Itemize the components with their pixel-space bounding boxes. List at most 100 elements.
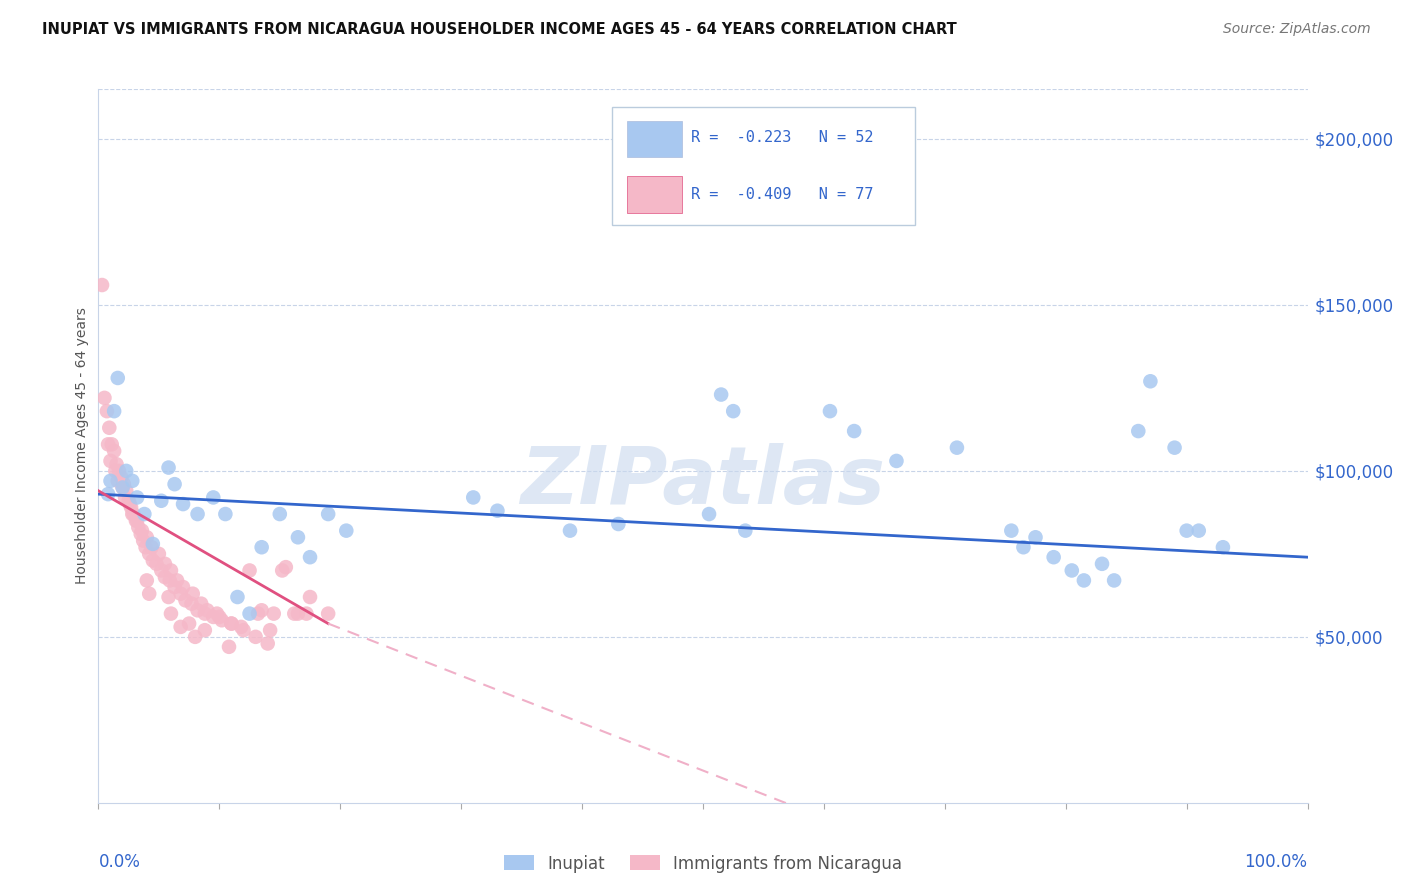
Point	[283, 607, 305, 621]
Point	[1102, 574, 1125, 588]
Text: Source: ZipAtlas.com: Source: ZipAtlas.com	[1223, 22, 1371, 37]
Point	[145, 557, 167, 571]
Point	[205, 607, 228, 621]
Point	[104, 464, 127, 478]
Point	[250, 540, 273, 554]
Point	[166, 574, 188, 588]
Point	[250, 603, 273, 617]
Point	[97, 437, 120, 451]
Point	[132, 533, 155, 548]
Point	[141, 540, 163, 554]
Point	[120, 500, 142, 515]
Point	[486, 504, 509, 518]
Point	[734, 524, 756, 538]
Point	[271, 564, 294, 578]
Point	[131, 524, 153, 538]
Point	[844, 424, 866, 438]
Point	[299, 590, 322, 604]
Point	[195, 603, 218, 617]
Point	[115, 483, 138, 498]
Point	[239, 607, 262, 621]
Point	[159, 574, 181, 588]
Point	[211, 613, 233, 627]
Point	[886, 454, 908, 468]
Point	[818, 404, 841, 418]
Point	[111, 481, 134, 495]
FancyBboxPatch shape	[627, 177, 682, 212]
Point	[287, 607, 309, 621]
Point	[138, 547, 160, 561]
Point	[194, 624, 217, 638]
Point	[187, 603, 209, 617]
Point	[169, 587, 191, 601]
Point	[108, 464, 131, 478]
Point	[299, 550, 322, 565]
Point	[269, 507, 291, 521]
Point	[115, 464, 138, 478]
Point	[221, 616, 243, 631]
Point	[148, 547, 170, 561]
Point	[100, 437, 122, 451]
Point	[172, 580, 194, 594]
Point	[1139, 374, 1161, 388]
Point	[135, 574, 157, 588]
Point	[142, 537, 165, 551]
Point	[229, 620, 252, 634]
Point	[134, 507, 156, 521]
Point	[100, 454, 122, 468]
Point	[98, 421, 121, 435]
Point	[121, 474, 143, 488]
Point	[1188, 524, 1211, 538]
Y-axis label: Householder Income Ages 45 - 64 years: Householder Income Ages 45 - 64 years	[76, 308, 90, 584]
Text: ZIPatlas: ZIPatlas	[520, 442, 886, 521]
Point	[295, 607, 318, 621]
Point	[263, 607, 285, 621]
Text: R =  -0.223   N = 52: R = -0.223 N = 52	[690, 130, 873, 145]
Point	[221, 616, 243, 631]
Point	[103, 404, 125, 418]
Point	[194, 607, 217, 621]
Point	[710, 387, 733, 401]
Point	[91, 278, 114, 293]
Point	[93, 391, 115, 405]
Point	[1012, 540, 1035, 554]
Point	[107, 371, 129, 385]
Point	[142, 553, 165, 567]
Point	[97, 487, 120, 501]
Point	[184, 630, 207, 644]
Text: R =  -0.409   N = 77: R = -0.409 N = 77	[690, 186, 873, 202]
Point	[163, 580, 186, 594]
Point	[190, 597, 212, 611]
Text: 0.0%: 0.0%	[98, 853, 141, 871]
Point	[558, 524, 581, 538]
Point	[100, 474, 122, 488]
Point	[946, 441, 969, 455]
Point	[1091, 557, 1114, 571]
FancyBboxPatch shape	[613, 107, 915, 225]
Point	[316, 607, 339, 621]
Text: INUPIAT VS IMMIGRANTS FROM NICARAGUA HOUSEHOLDER INCOME AGES 45 - 64 YEARS CORRE: INUPIAT VS IMMIGRANTS FROM NICARAGUA HOU…	[42, 22, 957, 37]
Point	[214, 507, 236, 521]
Point	[723, 404, 745, 418]
Point	[138, 587, 160, 601]
Point	[335, 524, 357, 538]
Point	[1060, 564, 1083, 578]
Point	[127, 520, 149, 534]
Point	[125, 514, 148, 528]
Point	[107, 474, 129, 488]
Point	[153, 557, 176, 571]
Point	[118, 497, 141, 511]
Point	[129, 527, 152, 541]
Point	[160, 564, 183, 578]
Point	[153, 570, 176, 584]
Point	[247, 607, 270, 621]
Point	[160, 607, 183, 621]
Point	[1163, 441, 1185, 455]
Point	[226, 590, 249, 604]
FancyBboxPatch shape	[627, 120, 682, 157]
Point	[256, 636, 278, 650]
Point	[1042, 550, 1064, 565]
Point	[245, 630, 267, 644]
Point	[1073, 574, 1095, 588]
Point	[181, 587, 204, 601]
